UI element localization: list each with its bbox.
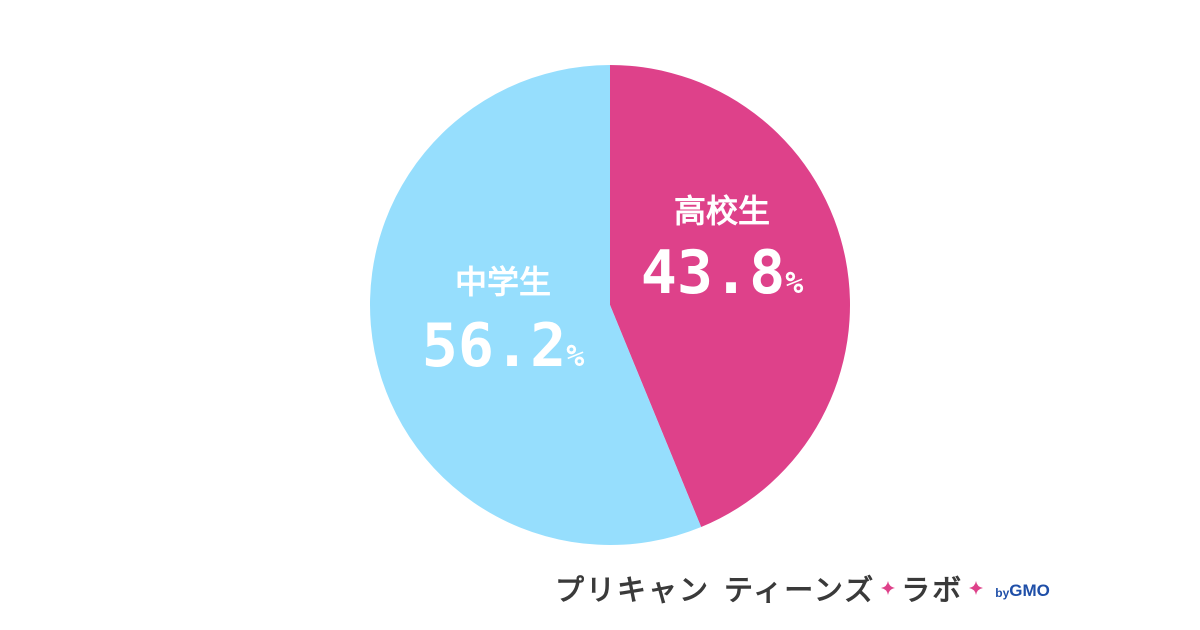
slice-value-unit-middle-school: % (566, 339, 584, 374)
slice-value-unit-high-school: % (785, 266, 803, 301)
slice-label-high-school: 高校生 (674, 192, 770, 230)
sparkle-icon (969, 581, 984, 595)
pie-slice-middle-school (370, 65, 702, 545)
brand-logo: プリキャン ティーンズ ラボ by GMO (555, 568, 1050, 608)
slice-value-middle-school: 56.2% (422, 311, 585, 381)
brand-name-part1: プリキャン (555, 573, 711, 607)
sparkle-icon (881, 581, 896, 595)
brand-name-part3: ラボ (901, 573, 964, 607)
pie-slice-high-school (610, 65, 851, 528)
brand-by: by (995, 586, 1010, 600)
slice-label-middle-school: 中学生 (455, 263, 551, 301)
slice-value-number-middle-school: 56.2 (422, 311, 567, 381)
slice-value-high-school: 43.8% (641, 238, 804, 308)
brand-name-part2: ティーンズ (724, 573, 876, 607)
brand-company: GMO (1009, 581, 1050, 600)
slice-value-number-high-school: 43.8 (641, 238, 786, 308)
